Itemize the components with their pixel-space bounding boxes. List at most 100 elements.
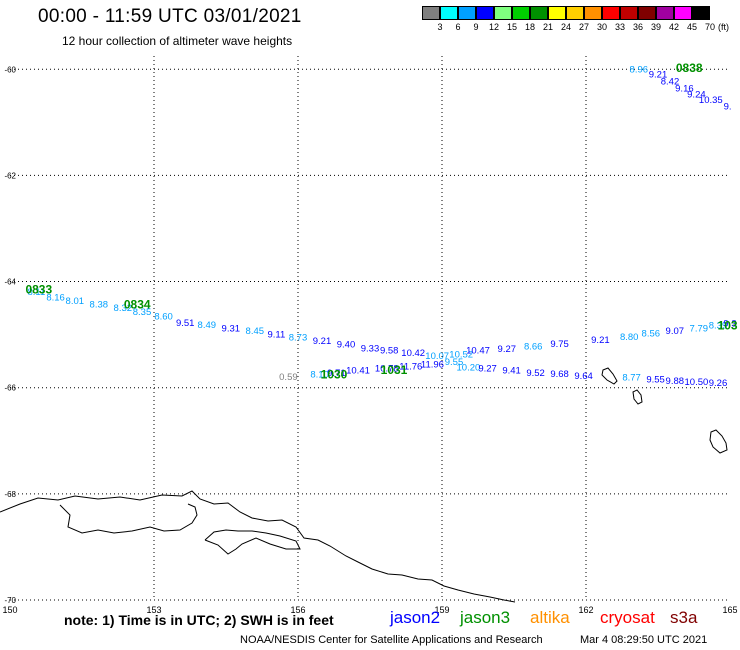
legend-label: 36 — [632, 22, 644, 32]
legend-swatch — [494, 6, 512, 20]
legend-label: 21 — [542, 22, 554, 32]
wave-height-label: 9.55 — [646, 375, 665, 386]
legend-label: 24 — [560, 22, 572, 32]
wave-height-label: 9.24 — [687, 90, 706, 101]
wave-height-label: 8.66 — [524, 341, 543, 352]
wave-height-label: 10.41 — [346, 366, 370, 377]
wave-height-label: 0.59 — [279, 372, 298, 383]
wave-height-label: 9.55 — [445, 357, 464, 368]
wave-height-label: 11.96 — [421, 359, 444, 370]
wave-height-label: 8.49 — [198, 320, 217, 331]
legend-swatch — [440, 6, 458, 20]
pass-time-label: 1030 — [321, 367, 348, 381]
legend-label: 45 — [686, 22, 698, 32]
wave-height-label: 9.64 — [574, 371, 593, 382]
wave-height-label: 10.35 — [699, 95, 723, 106]
longitude-label: 150 — [2, 605, 17, 615]
footer-credit: NOAA/NESDIS Center for Satellite Applica… — [240, 634, 543, 646]
wave-height-label: 10.42 — [401, 348, 425, 359]
wave-height-label: 9.51 — [176, 318, 195, 329]
pass-time-labels: 0833 0834 1030 1031 0838 103 — [25, 61, 737, 381]
legend-label: 12 — [488, 22, 500, 32]
wave-height-label: 10.78 — [375, 364, 399, 375]
longitude-label: 165 — [722, 605, 737, 615]
legend-swatch — [458, 6, 476, 20]
wave-height-label: 9.75 — [550, 339, 569, 350]
legend-swatch — [566, 6, 584, 20]
legend-swatch — [602, 6, 620, 20]
legend-label: 9 — [473, 22, 479, 32]
pass-time-label: 103 — [718, 319, 738, 333]
wave-height-label: 9.07 — [666, 326, 685, 337]
wave-height-label: 8.60 — [154, 312, 173, 323]
latitude-label: -60 — [4, 65, 16, 74]
legend-swatch — [548, 6, 566, 20]
wave-height-label: 9.27 — [498, 344, 517, 355]
legend-swatch — [512, 6, 530, 20]
pass-time-label: 0833 — [25, 283, 52, 297]
wave-height-label: 8.56 — [642, 329, 661, 340]
legend-label: 42 — [668, 22, 680, 32]
legend-swatch — [692, 6, 710, 20]
satellite-name-cryosat: cryosat — [600, 608, 655, 627]
wave-height-label: 8.16 — [46, 292, 65, 303]
wave-height-label: 10.20 — [457, 363, 481, 374]
wave-height-label: 8.01 — [66, 296, 85, 307]
legend-units: (ft) — [718, 22, 729, 32]
island-outline — [632, 389, 643, 405]
wave-height-label: 10.52 — [449, 349, 473, 360]
wave-height-label: 8.73 — [289, 332, 308, 343]
longitude-label: 153 — [146, 605, 161, 615]
satellite-name-s3a: s3a — [670, 608, 698, 627]
wave-height-label: 9.58 — [380, 346, 399, 357]
wave-height-label: 8.38 — [90, 299, 109, 310]
island-outline — [601, 367, 618, 385]
wave-height-label: 8.35 — [133, 307, 152, 318]
footer-note: note: 1) Time is in UTC; 2) SWH is in fe… — [64, 612, 334, 628]
longitude-label: 159 — [434, 605, 449, 615]
wave-height-label: 9.33 — [361, 343, 380, 354]
legend-swatch — [656, 6, 674, 20]
longitude-label: 162 — [578, 605, 593, 615]
island-outline — [709, 429, 728, 454]
wave-height-label: 11.76 — [399, 361, 422, 372]
wave-height-label: 9.3 — [723, 318, 736, 329]
legend-label: 6 — [455, 22, 461, 32]
wave-height-label: 9.88 — [666, 376, 685, 387]
wave-height-label: 9.26 — [709, 378, 728, 389]
legend-label: 3 — [437, 22, 443, 32]
wave-height-label: 8.80 — [620, 332, 639, 343]
legend-label: 18 — [524, 22, 536, 32]
page-subtitle: 12 hour collection of altimeter wave hei… — [62, 34, 293, 48]
legend-swatch — [530, 6, 548, 20]
latitude-label: -68 — [4, 490, 16, 499]
coastline — [0, 367, 728, 603]
latitude-label: -62 — [4, 171, 16, 180]
legend-swatch — [476, 6, 494, 20]
latitude-label: -66 — [4, 384, 16, 393]
wave-height-label: 8.32 — [114, 303, 133, 314]
wave-height-values: 8.11 8.16 8.01 8.38 8.32 8.35 8.609.51 8.49 9.31… — [28, 64, 737, 389]
satellite-name-altika: altika — [530, 608, 570, 627]
legend-swatch — [422, 6, 440, 20]
legend-swatch — [620, 6, 638, 20]
antarctic-coastline — [0, 490, 516, 603]
latitude-label: -64 — [4, 278, 16, 287]
latitude-label: -70 — [4, 596, 16, 605]
wave-height-label: 9.21 — [313, 336, 332, 347]
legend-label: 30 — [596, 22, 608, 32]
wave-height-label: 9.52 — [526, 368, 545, 379]
pass-time-label: 0838 — [676, 61, 703, 75]
legend-swatch — [674, 6, 692, 20]
longitude-label: 156 — [290, 605, 305, 615]
page-title: 00:00 - 11:59 UTC 03/01/2021 — [38, 6, 302, 27]
map-axis-labels: 150 153 156 159 162 165 -60 -62 -64 -66 -68 -70 — [2, 65, 737, 615]
wave-height-label: 7.79 — [690, 323, 709, 334]
wave-height-label: 8.42 — [661, 76, 680, 87]
wave-height-label: 9.71 — [327, 368, 346, 379]
wave-height-label: 10.47 — [466, 346, 490, 357]
wave-height-label: 9.68 — [550, 369, 569, 380]
satellite-name-jason2: jason2 — [390, 608, 441, 627]
